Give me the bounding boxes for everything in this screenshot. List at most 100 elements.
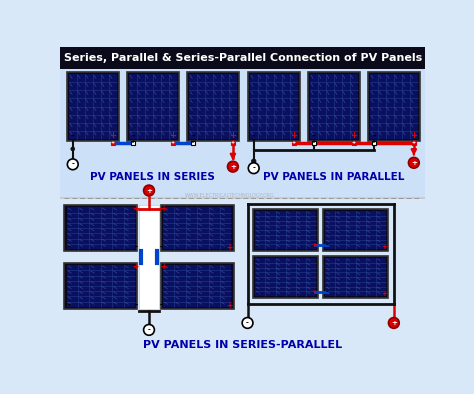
Circle shape <box>409 157 419 168</box>
Bar <box>161 205 234 251</box>
Text: -: - <box>191 132 195 140</box>
Bar <box>352 141 356 145</box>
Bar <box>69 74 117 139</box>
Bar <box>129 74 177 139</box>
Text: -: - <box>252 132 255 140</box>
Text: +: + <box>146 188 152 193</box>
Bar <box>308 72 360 141</box>
Text: -: - <box>313 140 315 145</box>
Circle shape <box>228 161 238 172</box>
Circle shape <box>389 318 399 328</box>
Bar <box>66 207 135 249</box>
Circle shape <box>251 159 256 164</box>
Circle shape <box>248 163 259 174</box>
Text: Series, Parallel & Series-Parallel Connection of PV Panels: Series, Parallel & Series-Parallel Conne… <box>64 53 422 63</box>
Text: -: - <box>160 243 163 252</box>
Bar <box>127 72 179 141</box>
Text: -: - <box>160 301 163 310</box>
Text: -: - <box>135 301 138 310</box>
Text: +: + <box>230 164 236 170</box>
Bar <box>250 74 298 139</box>
Bar <box>64 205 137 251</box>
Text: +: + <box>350 132 357 140</box>
Text: -: - <box>132 140 134 145</box>
Bar <box>231 141 235 145</box>
Bar <box>66 265 135 307</box>
Bar <box>323 256 389 298</box>
Text: PV PANELS IN SERIES-PARALLEL: PV PANELS IN SERIES-PARALLEL <box>143 340 343 349</box>
Text: +: + <box>410 132 418 140</box>
Text: -: - <box>147 327 150 333</box>
Bar <box>191 141 195 145</box>
Circle shape <box>144 185 155 196</box>
Text: -: - <box>135 243 138 252</box>
Text: +: + <box>226 243 232 252</box>
Bar <box>370 74 418 139</box>
Bar <box>325 258 386 296</box>
Bar <box>171 141 175 145</box>
Text: +: + <box>229 132 237 140</box>
Text: +: + <box>169 132 176 140</box>
Text: +: + <box>391 320 397 326</box>
Bar <box>292 141 296 145</box>
Text: +: + <box>109 132 116 140</box>
Bar <box>247 72 300 141</box>
Bar <box>139 205 159 309</box>
Text: +: + <box>231 140 235 145</box>
Text: +: + <box>290 132 297 140</box>
Text: +: + <box>171 140 175 145</box>
Bar <box>368 72 420 141</box>
Text: -: - <box>192 140 194 145</box>
Bar <box>60 69 425 198</box>
Bar <box>253 256 319 298</box>
Bar <box>60 197 425 199</box>
Bar <box>64 263 137 309</box>
Bar <box>255 211 316 249</box>
Text: PV PANELS IN PARALLEL: PV PANELS IN PARALLEL <box>263 173 404 182</box>
Bar <box>412 141 416 145</box>
Text: -: - <box>67 243 71 252</box>
Text: +: + <box>226 301 232 310</box>
Bar <box>187 72 239 141</box>
Bar <box>111 141 115 145</box>
Text: -: - <box>252 165 255 171</box>
Text: -: - <box>246 320 249 326</box>
Bar <box>163 265 231 307</box>
Text: WWW.ELECTRICALTECHNOLOGY.ORG: WWW.ELECTRICALTECHNOLOGY.ORG <box>185 193 275 198</box>
Text: +: + <box>292 140 296 145</box>
Text: -: - <box>326 242 328 248</box>
Text: -: - <box>372 132 375 140</box>
Text: -: - <box>326 289 328 295</box>
Bar <box>310 74 358 139</box>
Text: +: + <box>160 204 166 214</box>
Text: -: - <box>71 161 74 167</box>
Text: -: - <box>256 245 259 251</box>
Text: +: + <box>311 289 318 295</box>
Bar <box>323 209 389 251</box>
Bar <box>66 72 119 141</box>
Text: +: + <box>160 262 166 271</box>
Circle shape <box>67 159 78 170</box>
Text: +: + <box>381 245 387 251</box>
Bar <box>161 263 234 309</box>
Text: +: + <box>311 242 318 248</box>
Text: +: + <box>412 140 416 145</box>
Text: -: - <box>256 292 259 297</box>
Circle shape <box>144 325 155 335</box>
Circle shape <box>242 318 253 328</box>
Text: -: - <box>71 132 74 140</box>
Circle shape <box>71 147 75 151</box>
Text: -: - <box>373 140 375 145</box>
Bar <box>255 258 316 296</box>
Text: +: + <box>411 160 417 166</box>
Text: PV PANELS IN SERIES: PV PANELS IN SERIES <box>91 173 215 182</box>
Bar <box>189 74 237 139</box>
Text: -: - <box>67 301 71 310</box>
Text: +: + <box>381 292 387 297</box>
Bar <box>325 211 386 249</box>
Text: +: + <box>132 262 138 271</box>
Bar <box>312 141 316 145</box>
Text: +: + <box>132 204 138 214</box>
Bar <box>60 47 425 69</box>
Text: +: + <box>111 140 115 145</box>
